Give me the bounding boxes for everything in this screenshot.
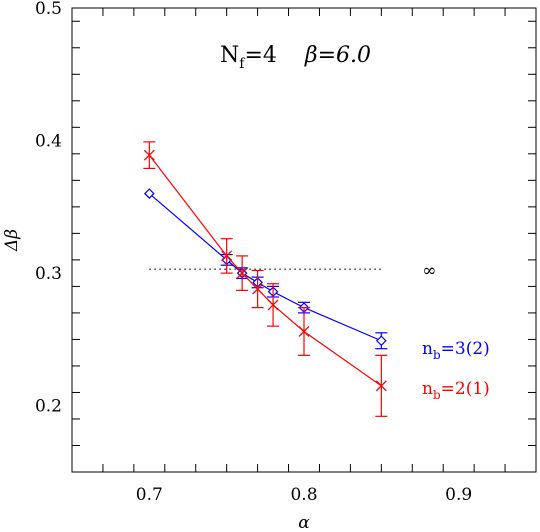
y-tick-label: 0.4 [35, 132, 62, 152]
series-label: nb=2(1) [422, 379, 490, 402]
x-tick-label: 0.9 [445, 485, 472, 505]
y-tick-label: 0.5 [35, 0, 62, 19]
y-axis-label: Δβ [2, 229, 22, 252]
reference-line-label: ∞ [422, 261, 436, 281]
chart-title: Nf=4 β=6.0 [220, 43, 371, 72]
axis-tick-labels: 0.7 0.8 0.9 0.2 0.3 0.4 0.5 [35, 0, 472, 505]
series-line [148, 193, 382, 342]
x-axis-label: α [298, 513, 310, 532]
reference-line-group: ∞ [149, 261, 436, 281]
series-group: nb=3(2) nb=2(1) [143, 141, 490, 417]
data-point [143, 149, 155, 161]
data-point [298, 326, 310, 337]
data-point [267, 299, 279, 311]
data-point [236, 267, 248, 279]
axis-ticks [71, 8, 537, 473]
x-tick-label: 0.7 [136, 485, 163, 505]
data-point [375, 335, 387, 347]
data-point [252, 283, 264, 295]
data-point [143, 188, 155, 199]
data-point [375, 380, 387, 392]
x-tick-label: 0.8 [290, 485, 317, 505]
series-line [148, 154, 382, 387]
series-label: nb=3(2) [422, 339, 490, 362]
y-tick-label: 0.2 [35, 397, 62, 417]
data-point [221, 250, 233, 262]
series-2: nb=2(1) [143, 141, 490, 417]
y-tick-label: 0.3 [35, 264, 62, 284]
plot-frame [71, 7, 537, 473]
series-1: nb=3(2) [143, 188, 490, 362]
